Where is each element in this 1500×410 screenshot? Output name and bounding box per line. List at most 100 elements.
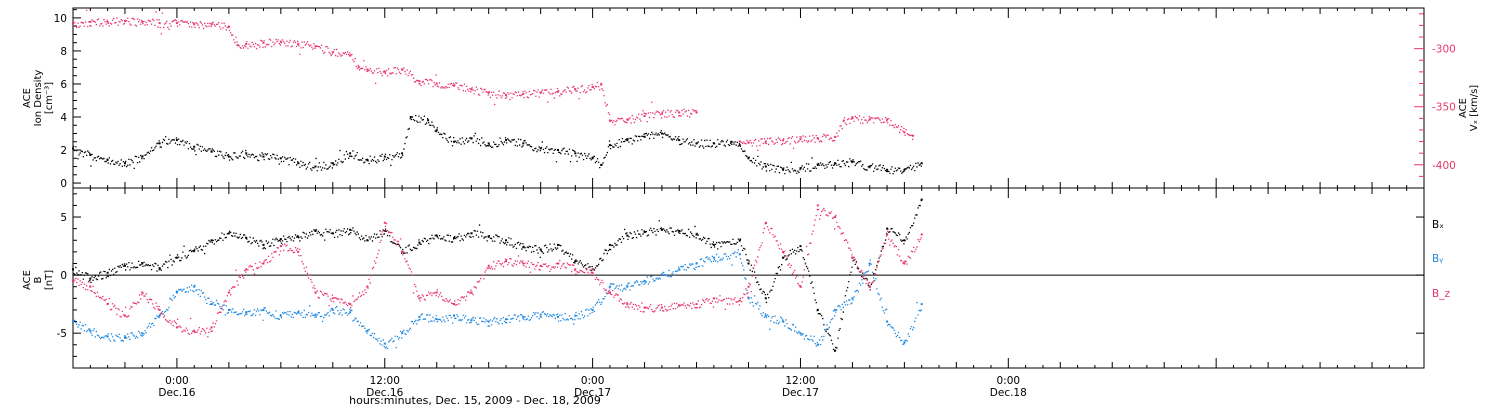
top-series-black-point xyxy=(695,142,698,145)
top-series-black-point xyxy=(626,139,629,142)
bottom-series-blue-point xyxy=(297,311,300,314)
bottom-series-red-point xyxy=(886,233,889,236)
top-series-red-point xyxy=(903,131,906,134)
bottom-series-red-point xyxy=(643,306,646,309)
bottom-series-blue-point xyxy=(470,319,473,322)
bottom-series-black-point xyxy=(72,268,74,271)
top-series-black-point xyxy=(89,154,92,156)
top-series-black-point xyxy=(557,149,559,151)
bottom-series-blue-point xyxy=(539,313,542,316)
top-series-black-point xyxy=(409,116,412,118)
bottom-series-red-trace xyxy=(73,207,922,338)
bottom-series-red-point xyxy=(470,291,473,294)
bottom-series-black-point xyxy=(903,239,906,242)
top-series-red-point xyxy=(557,90,559,93)
bottom-series-blue-point xyxy=(557,315,559,318)
bottom-series-red-point xyxy=(349,303,352,306)
bottom-series-red-point xyxy=(453,303,456,306)
top-right-tick-label: -300 xyxy=(1432,44,1456,56)
top-series-black-point xyxy=(660,132,663,135)
bottom-series-red-point xyxy=(487,264,490,267)
top-series-black-point xyxy=(591,157,594,160)
bottom-series-black-point xyxy=(245,236,248,239)
bottom-series-red-point xyxy=(539,264,542,267)
top-series-black-point xyxy=(643,135,646,138)
bottom-series-black-point xyxy=(834,349,837,352)
top-series-red-point xyxy=(314,45,317,48)
top-series-red-point xyxy=(738,140,741,143)
bottom-series-black-point xyxy=(747,262,750,265)
top-left-ylabel: [cm⁻³] xyxy=(44,82,55,114)
bottom-series-black-point xyxy=(764,297,767,300)
top-panel-data xyxy=(72,9,923,175)
bottom-series-red-point xyxy=(738,299,741,302)
top-series-red-point xyxy=(842,119,845,122)
top-series-red-point xyxy=(470,88,473,91)
bottom-series-red-point xyxy=(418,297,421,300)
bottom-series-black-point xyxy=(487,235,490,238)
top-series-black-point xyxy=(574,152,577,155)
bottom-series-red-point xyxy=(262,262,265,265)
bottom-series-blue-point xyxy=(158,314,161,317)
bottom-series-blue-point xyxy=(712,256,715,259)
x-axis: 0:00Dec.1612:00Dec.160:00Dec.1712:00Dec.… xyxy=(72,8,1425,399)
bottom-series-red-point xyxy=(297,250,300,253)
top-series-black-point xyxy=(799,167,802,170)
bottom-series-red-point xyxy=(106,303,109,306)
top-series-black-point xyxy=(297,162,300,165)
top-series-red-point xyxy=(695,111,698,114)
bottom-tick-label: 5 xyxy=(60,212,67,224)
bottom-series-black-point xyxy=(470,232,473,235)
bottom-series-red-point xyxy=(660,306,663,309)
bottom-series-black-point xyxy=(89,277,92,280)
top-right-ylabel: Vₓ [km/s] xyxy=(1469,85,1480,131)
bottom-series-red-point xyxy=(72,279,74,282)
top-series-black-point xyxy=(851,160,854,163)
top-series-red-point xyxy=(747,141,750,144)
bottom-series-red-point xyxy=(227,291,230,294)
bottom-series-blue-point xyxy=(141,332,144,335)
bottom-series-blue-point xyxy=(643,279,646,282)
bottom-series-red-point xyxy=(314,291,317,294)
x-tick-time: 0:00 xyxy=(997,375,1021,387)
top-series-black-point xyxy=(712,142,715,145)
bottom-series-black-point xyxy=(660,228,663,231)
top-series-black-point xyxy=(262,155,265,158)
top-series-red-point xyxy=(522,92,525,95)
bottom-series-blue-point xyxy=(678,268,681,271)
top-left-tick-label: 8 xyxy=(60,46,67,58)
bottom-series-red-point xyxy=(383,221,386,224)
top-series-black-point xyxy=(678,139,681,142)
top-series-red-point xyxy=(505,94,507,97)
top-series-black-point xyxy=(141,155,144,158)
top-series-red-point xyxy=(834,135,837,138)
top-series-black-point xyxy=(747,157,750,160)
bottom-series-blue-point xyxy=(314,313,317,316)
legend-label: Bₓ xyxy=(1432,219,1444,231)
bottom-series-red-point xyxy=(331,297,334,300)
bottom-series-blue-point xyxy=(799,332,802,335)
bottom-series-blue-point xyxy=(574,314,577,317)
top-series-red-point xyxy=(435,82,438,85)
bottom-series-black-point xyxy=(886,227,889,230)
bottom-series-red-point xyxy=(574,268,577,271)
top-series-red-point xyxy=(89,20,92,23)
bottom-series-blue-point xyxy=(868,262,871,265)
bottom-series-red-point xyxy=(557,262,559,265)
top-series-red-point xyxy=(799,138,802,141)
top-series-black-point xyxy=(331,162,334,165)
top-series-black-point xyxy=(505,139,507,142)
bottom-series-red-point xyxy=(175,326,178,329)
top-series-black-point xyxy=(72,147,74,150)
bottom-series-black-point xyxy=(158,267,161,270)
bottom-series-blue-point xyxy=(591,308,594,311)
top-series-black-point xyxy=(193,145,196,148)
top-series-black-point xyxy=(124,162,126,165)
legend-label: Bᵧ xyxy=(1432,253,1443,265)
top-panel-frame xyxy=(72,7,1425,189)
top-right-tick-label: -350 xyxy=(1432,102,1456,114)
bottom-series-blue-point xyxy=(279,314,282,317)
top-series-red-point xyxy=(72,22,74,25)
top-series-black-point xyxy=(366,158,369,161)
top-left-tick-label: 10 xyxy=(54,13,67,25)
